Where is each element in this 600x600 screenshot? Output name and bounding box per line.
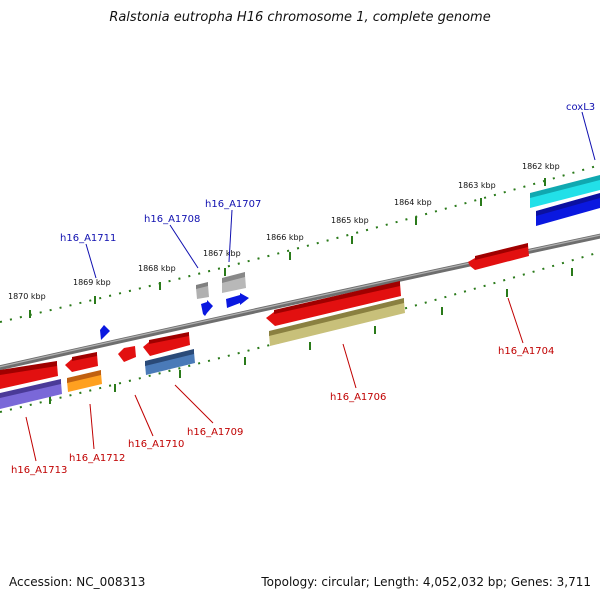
kbp-label-1869: 1869 kbp bbox=[73, 278, 111, 287]
topology-text: Topology: circular; Length: 4,052,032 bp… bbox=[261, 575, 591, 589]
gene-h16_A1710[interactable] bbox=[118, 346, 136, 362]
gene-label-h16_A1706[interactable]: h16_A1706 bbox=[330, 392, 386, 403]
kbp-label-1867: 1867 kbp bbox=[203, 249, 241, 258]
kbp-label-1870: 1870 kbp bbox=[8, 292, 46, 301]
kbp-label-1864: 1864 kbp bbox=[394, 198, 432, 207]
kbp-label-1863: 1863 kbp bbox=[458, 181, 496, 190]
gene-h16_A1712[interactable] bbox=[65, 352, 98, 372]
kbp-label-1868: 1868 kbp bbox=[138, 264, 176, 273]
kbp-label-1866: 1866 kbp bbox=[266, 233, 304, 242]
gene-coxL3-cds[interactable] bbox=[530, 175, 600, 208]
gene-h16_A1706[interactable] bbox=[266, 281, 401, 326]
gene-h16_A1709[interactable] bbox=[143, 332, 190, 356]
gene-h16_A1713-cds[interactable] bbox=[0, 379, 62, 409]
gene-h16_A1708[interactable] bbox=[201, 300, 213, 316]
gene-h16_A1707[interactable] bbox=[226, 293, 249, 308]
gene-h16_A1708-cds[interactable] bbox=[196, 282, 209, 299]
kbp-label-1865: 1865 kbp bbox=[331, 216, 369, 225]
reverse-leaders bbox=[25, 297, 524, 462]
gene-h16_A1706-cds[interactable] bbox=[269, 298, 405, 346]
forward-leaders bbox=[85, 111, 596, 279]
map-title: Ralstonia eutropha H16 chromosome 1, com… bbox=[109, 10, 491, 25]
gene-h16_A1711[interactable] bbox=[100, 325, 110, 340]
gene-label-h16_A1712[interactable]: h16_A1712 bbox=[69, 453, 125, 464]
gene-label-h16_A1708[interactable]: h16_A1708 bbox=[144, 214, 200, 225]
accession-text: Accession: NC_008313 bbox=[9, 575, 146, 589]
reverse-major-ticks bbox=[49, 268, 573, 404]
kbp-label-1862: 1862 kbp bbox=[522, 162, 560, 171]
gene-coxL3[interactable] bbox=[536, 193, 600, 226]
gene-label-coxL3[interactable]: coxL3 bbox=[566, 102, 595, 113]
gene-h16_A1713[interactable] bbox=[0, 361, 58, 389]
gene-label-h16_A1711[interactable]: h16_A1711 bbox=[60, 233, 116, 244]
gene-label-h16_A1710[interactable]: h16_A1710 bbox=[128, 439, 184, 450]
gene-h16_A1712-cds[interactable] bbox=[67, 370, 102, 392]
forward-major-ticks bbox=[29, 178, 546, 318]
gene-h16_A1709-cds[interactable] bbox=[145, 349, 195, 375]
gene-h16_A1707-cds[interactable] bbox=[222, 272, 246, 293]
gene-label-h16_A1704[interactable]: h16_A1704 bbox=[498, 346, 554, 357]
gene-label-h16_A1709[interactable]: h16_A1709 bbox=[187, 427, 243, 438]
gene-label-h16_A1707[interactable]: h16_A1707 bbox=[205, 199, 261, 210]
gene-h16_A1704[interactable] bbox=[468, 243, 529, 270]
gene-label-h16_A1713[interactable]: h16_A1713 bbox=[11, 465, 67, 476]
